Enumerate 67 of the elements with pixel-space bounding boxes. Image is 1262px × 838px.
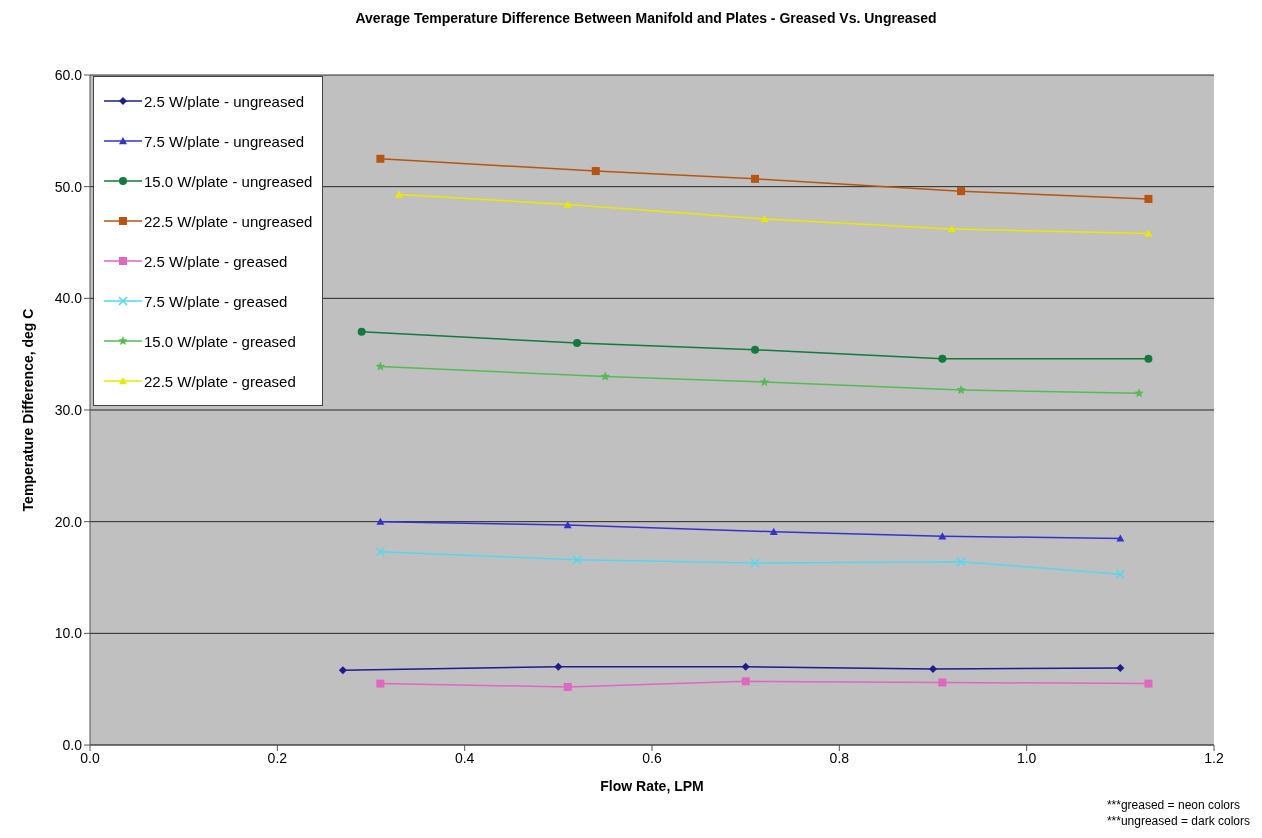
- point: [338, 666, 347, 675]
- point: [375, 547, 386, 557]
- point: [938, 354, 947, 363]
- x-tick-label: 1.0: [1016, 749, 1037, 766]
- point: [938, 532, 947, 540]
- text: ***ungreased = dark colors: [1106, 813, 1250, 830]
- point: [938, 678, 947, 687]
- point: [741, 662, 750, 671]
- x-tick-label: 0.8: [829, 749, 850, 766]
- point: [1115, 569, 1126, 579]
- point: [572, 554, 582, 565]
- point: [759, 377, 770, 387]
- point: [1116, 534, 1125, 542]
- point: [957, 187, 966, 196]
- point: [357, 327, 366, 336]
- y-tick-label: 20.0: [54, 513, 83, 530]
- x-axis-title: Flow Rate, LPM: [600, 778, 704, 794]
- point: [395, 190, 404, 198]
- legend-label: 7.5 W/plate - ungreased: [144, 132, 305, 150]
- point: [1134, 388, 1144, 398]
- point: [563, 521, 572, 529]
- legend-label: 22.5 W/plate - ungreased: [144, 212, 313, 230]
- point: [554, 662, 563, 671]
- y-tick-label: 40.0: [54, 290, 83, 307]
- point: [1144, 229, 1153, 237]
- point: [376, 154, 385, 163]
- point: [947, 225, 956, 233]
- point: [591, 167, 600, 176]
- point: [1144, 194, 1153, 203]
- chart-title: Average Temperature Difference Between Manifold and Plates - Greased Vs. Ungreased: [354, 9, 938, 28]
- point: [1144, 354, 1153, 363]
- point: [769, 527, 778, 535]
- y-tick-label: 30.0: [54, 401, 83, 418]
- point: [760, 215, 769, 223]
- point: [376, 679, 385, 688]
- x-tick-label: 0.0: [80, 749, 100, 766]
- text: ***greased = neon colors: [1106, 798, 1241, 814]
- legend-label: 15.0 W/plate - greased: [144, 332, 296, 350]
- point: [929, 665, 937, 674]
- y-tick-label: 10.0: [54, 625, 83, 642]
- y-axis-title: Temperature Difference, deg C: [19, 308, 36, 512]
- legend-label: 2.5 W/plate - ungreased: [144, 92, 305, 110]
- y-tick-label: 0.0: [62, 736, 83, 753]
- y-tick-label: 60.0: [54, 66, 83, 83]
- point: [573, 339, 582, 347]
- x-tick-label: 0.2: [267, 749, 288, 766]
- x-tick-label: 1.2: [1204, 749, 1224, 766]
- point: [751, 345, 760, 354]
- legend-label: 22.5 W/plate - greased: [144, 372, 296, 390]
- y-tick-label: 50.0: [54, 178, 83, 195]
- legend-label: 15.0 W/plate - ungreased: [144, 172, 313, 190]
- x-tick-label: 0.6: [642, 749, 662, 766]
- legend-label: 2.5 W/plate - greased: [144, 252, 288, 270]
- point: [563, 200, 572, 208]
- point: [1144, 679, 1153, 688]
- point: [956, 557, 966, 567]
- point: [956, 384, 966, 394]
- point: [563, 682, 572, 691]
- point: [375, 361, 386, 371]
- point: [1116, 663, 1125, 672]
- point: [600, 371, 610, 381]
- point: [751, 174, 760, 183]
- legend-label: 7.5 W/plate - greased: [144, 292, 288, 310]
- point: [750, 558, 760, 568]
- point: [376, 517, 385, 525]
- x-tick-label: 0.4: [454, 749, 475, 766]
- point: [741, 677, 750, 686]
